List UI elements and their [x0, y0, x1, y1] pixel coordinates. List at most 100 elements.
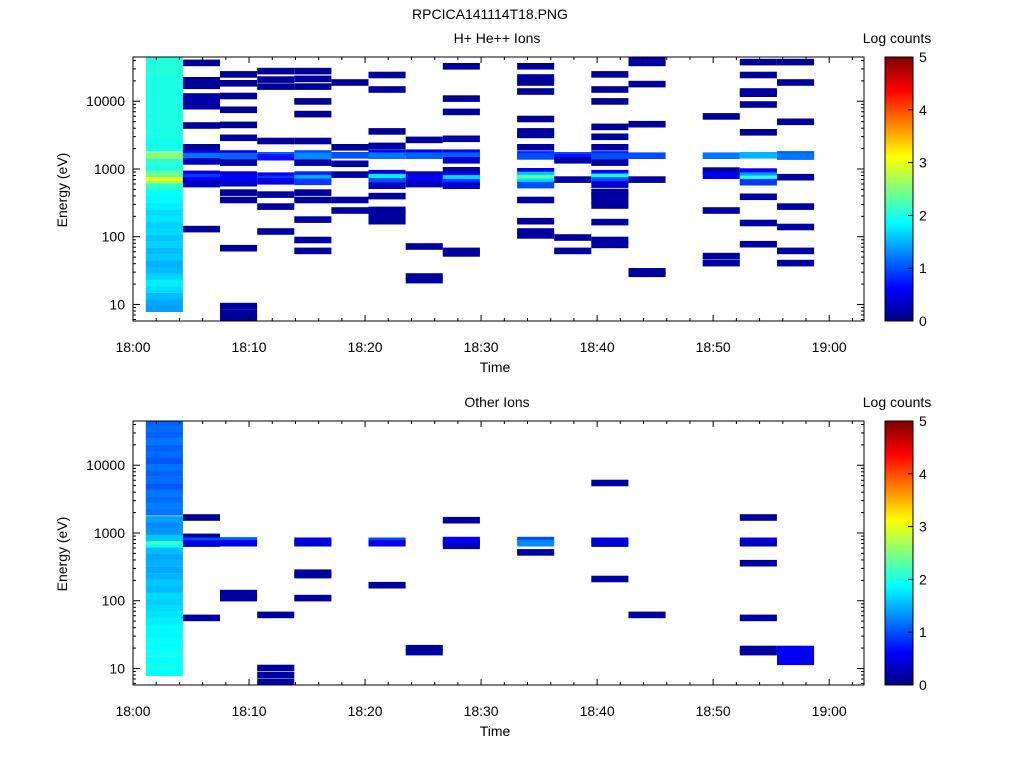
heatmap-cell — [702, 113, 740, 120]
heatmap-cell — [442, 135, 480, 143]
colorbar-segment — [885, 199, 913, 202]
heatmap-cell — [368, 217, 406, 225]
y-axis-label: Energy (eV) — [54, 153, 70, 228]
colorbar-segment — [885, 299, 913, 302]
heatmap-cell — [368, 539, 406, 547]
heatmap-cell — [145, 553, 183, 561]
colorbar-segment — [885, 489, 913, 492]
colorbar-segment — [885, 75, 913, 78]
plot-frame — [132, 420, 865, 686]
heatmap-cell — [294, 75, 332, 83]
colorbar-segment — [885, 227, 913, 230]
colorbar-segment — [885, 449, 913, 452]
heatmap-cell — [591, 196, 629, 204]
heatmap-cell — [739, 101, 777, 108]
heatmap-cell — [739, 648, 777, 656]
colorbar-segment — [885, 311, 913, 314]
colorbar-tick-label: 3 — [919, 155, 927, 171]
heatmap-cell — [145, 119, 183, 126]
colorbar-tick-label: 4 — [919, 466, 927, 482]
colorbar-segment — [885, 215, 913, 218]
heatmap-cell — [145, 183, 183, 191]
colorbar-segment — [885, 595, 913, 598]
colorbar-segment — [885, 623, 913, 626]
heatmap-cell — [591, 479, 629, 487]
heatmap-cell — [182, 152, 220, 160]
y-tick-label: 100 — [102, 229, 126, 245]
colorbar-segment — [885, 133, 913, 136]
heatmap-cell — [220, 309, 258, 316]
heatmap-cell — [331, 171, 369, 178]
heatmap-cell — [442, 95, 480, 102]
colorbar-segment — [885, 565, 913, 568]
colorbar-segment — [885, 207, 913, 210]
colorbar-segment — [885, 613, 913, 616]
heatmap-cell — [739, 152, 777, 159]
colorbar-segment — [885, 649, 913, 652]
colorbar-segment — [885, 479, 913, 482]
colorbar-segment — [885, 421, 913, 424]
heatmap-cell — [145, 560, 183, 567]
colorbar-segment — [885, 543, 913, 546]
colorbar-segment — [885, 117, 913, 120]
heatmap-cell — [145, 174, 183, 181]
heatmap-cell — [257, 83, 295, 90]
heatmap-cell — [182, 514, 220, 521]
heatmap-cell — [145, 669, 183, 676]
heatmap-cell — [368, 211, 406, 219]
heatmap-cell — [591, 123, 629, 131]
colorbar-segment — [885, 679, 913, 682]
heatmap-cell — [739, 240, 777, 248]
heatmap-cell — [220, 179, 258, 187]
colorbar-segment — [885, 477, 913, 480]
colorbar-segment — [885, 241, 913, 244]
y-tick-label: 10 — [109, 660, 125, 676]
heatmap-cell — [145, 299, 183, 306]
heatmap-cell — [145, 457, 183, 465]
colorbar-segment — [885, 177, 913, 180]
heatmap-cell — [257, 67, 295, 75]
heatmap-cell — [145, 592, 183, 599]
colorbar-segment — [885, 645, 913, 648]
heatmap-cell — [145, 451, 183, 458]
colorbar: 0 1 2 3 4 5 — [884, 413, 927, 693]
colorbar-segment — [885, 115, 913, 118]
colorbar-segment — [885, 255, 913, 258]
colorbar-segment — [885, 61, 913, 64]
colorbar-segment — [885, 559, 913, 562]
colorbar-segment — [885, 187, 913, 190]
heatmap-cell — [368, 128, 406, 135]
heatmap-cell — [220, 152, 258, 160]
heatmap-cell — [405, 136, 443, 144]
heatmap-cell — [517, 168, 555, 175]
colorbar-segment — [885, 279, 913, 282]
heatmap-cell — [777, 153, 815, 160]
heatmap-cell — [145, 138, 183, 146]
colorbar-segment — [885, 171, 913, 174]
x-tick-label: 19:00 — [812, 703, 847, 719]
colorbar-segment — [885, 437, 913, 440]
heatmap-cell — [739, 178, 777, 186]
heatmap-cell — [257, 137, 295, 145]
colorbar-segment — [885, 555, 913, 558]
heatmap-cell — [368, 71, 406, 79]
heatmap-cell — [145, 74, 183, 81]
heatmap-cell — [145, 145, 183, 152]
colorbar-tick-label: 1 — [919, 624, 927, 640]
colorbar-segment — [885, 591, 913, 594]
colorbar-segment — [885, 513, 913, 516]
heatmap-cell — [517, 128, 555, 135]
colorbar-segment — [885, 269, 913, 272]
colorbar-segment — [885, 87, 913, 90]
heatmap-cell — [257, 664, 295, 672]
colorbar-segment — [885, 151, 913, 154]
colorbar-segment — [885, 287, 913, 290]
colorbar-segment — [885, 129, 913, 132]
colorbar-segment — [885, 521, 913, 524]
x-tick-label: 18:00 — [115, 339, 150, 355]
heatmap-cell — [591, 98, 629, 105]
colorbar-segment — [885, 599, 913, 602]
heatmap-cell — [591, 241, 629, 249]
panel-h-he-ions: H+ He++ Ions Log counts Time Energy (eV)… — [54, 30, 931, 375]
heatmap-cell — [517, 131, 555, 139]
